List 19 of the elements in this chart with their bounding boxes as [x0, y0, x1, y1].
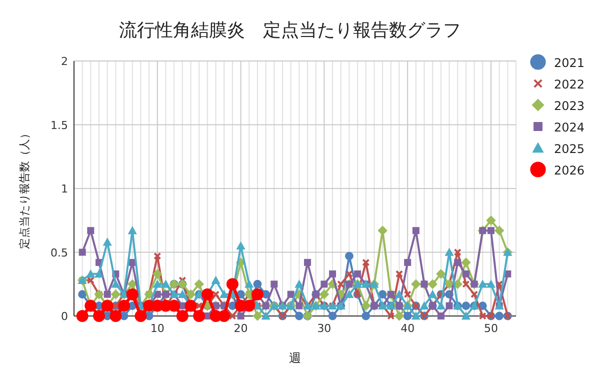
legend-label: 2021 — [554, 56, 585, 70]
x-tick-label: 40 — [400, 322, 415, 335]
chart-title: 流行性角結膜炎 定点当たり報告数グラフ — [119, 20, 461, 41]
legend-label: 2022 — [554, 78, 585, 92]
legend-label: 2025 — [554, 142, 585, 156]
x-tick-label: 10 — [150, 322, 164, 335]
y-tick-label: 0.5 — [50, 246, 68, 260]
legend-label: 2026 — [554, 164, 585, 178]
y-tick-label: 1 — [61, 182, 68, 196]
y-tick-label: 1.5 — [50, 118, 68, 132]
x-tick-label: 50 — [484, 322, 498, 335]
y-tick-label: 0 — [61, 310, 68, 323]
x-tick-label: 20 — [234, 322, 248, 335]
y-axis-title: 定点当たり報告数（人） — [18, 128, 31, 249]
legend-label: 2024 — [554, 120, 585, 134]
x-axis-title: 週 — [289, 351, 301, 365]
x-tick-label: 30 — [317, 322, 332, 335]
y-tick-label: 2 — [61, 55, 68, 68]
legend-label: 2023 — [554, 99, 585, 113]
